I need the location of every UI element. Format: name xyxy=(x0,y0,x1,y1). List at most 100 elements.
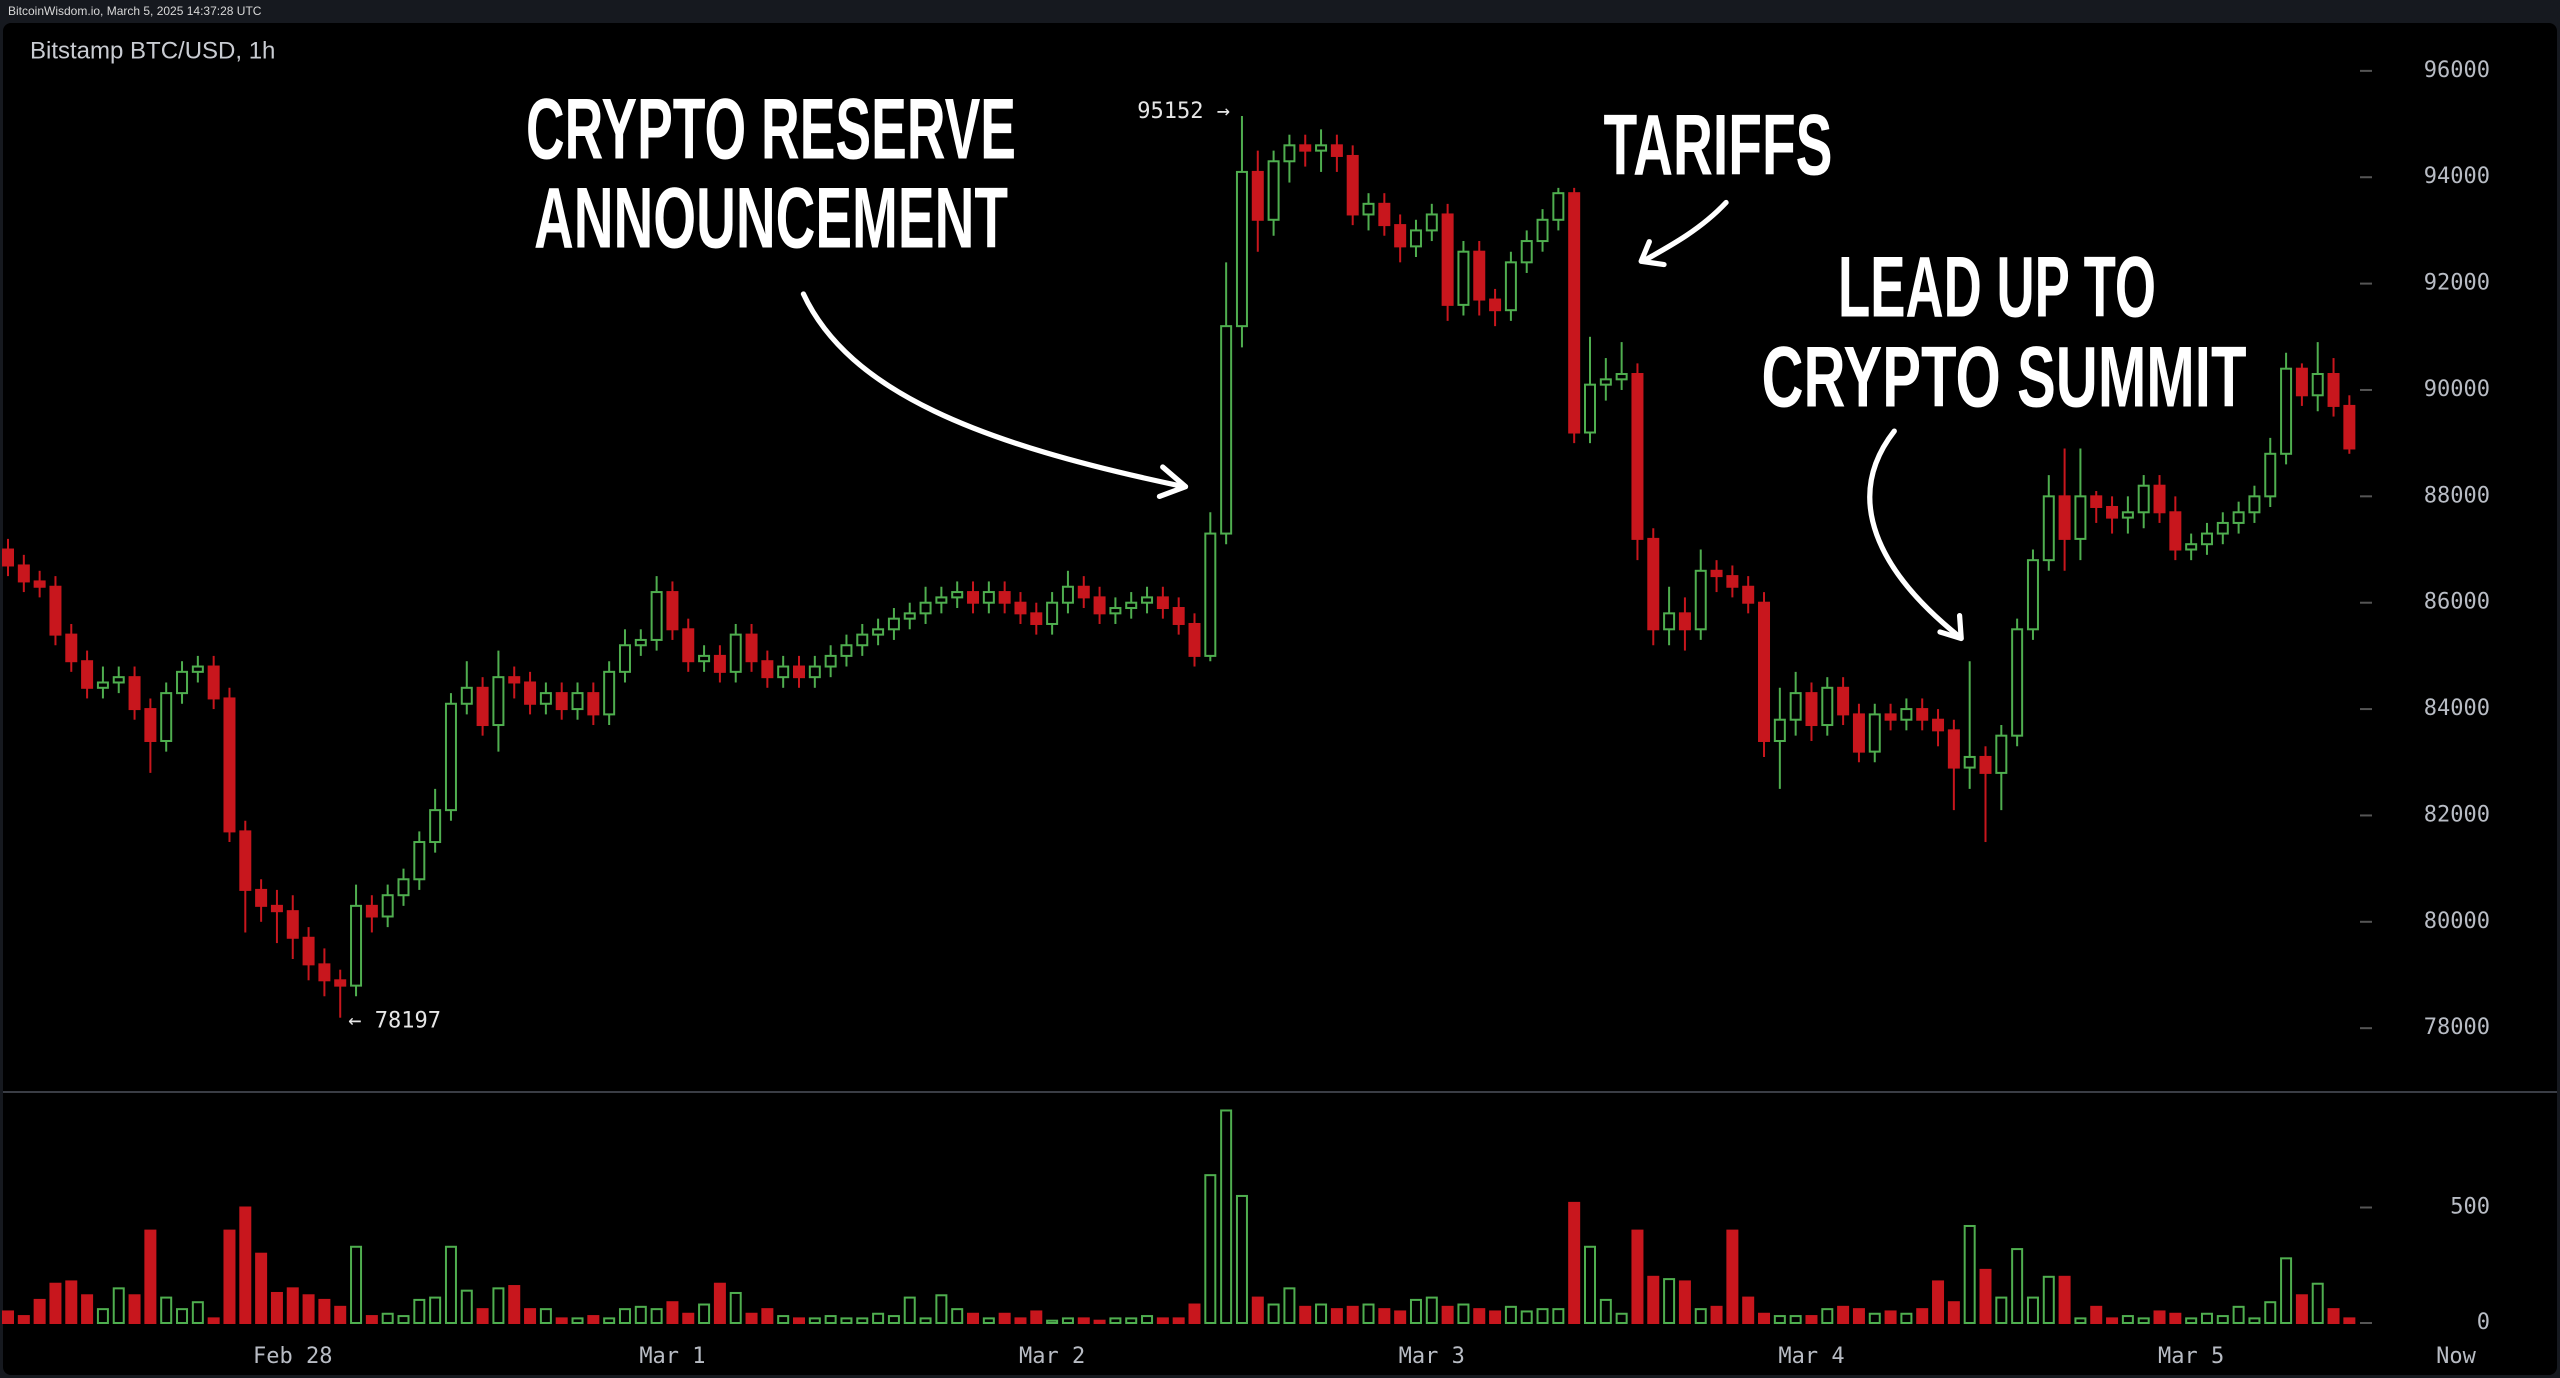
candle-body xyxy=(508,676,521,684)
candle-body xyxy=(255,888,268,907)
volume-bar xyxy=(650,1308,663,1325)
candle-body xyxy=(666,591,679,631)
candle-body xyxy=(1030,612,1043,625)
candle-body xyxy=(144,708,157,742)
volume-bar xyxy=(460,1289,473,1325)
volume-bar xyxy=(1409,1298,1422,1325)
candle-body xyxy=(1046,601,1059,625)
volume-bar xyxy=(2295,1294,2308,1325)
candle-body xyxy=(1457,250,1470,306)
arrow-head xyxy=(1638,239,1667,268)
candle-body xyxy=(2280,367,2293,455)
candle-body xyxy=(2295,367,2308,397)
y-tick-label: 80000 xyxy=(2424,909,2490,934)
volume-bar xyxy=(1837,1305,1850,1324)
volume-bar xyxy=(2264,1301,2277,1324)
candle-body xyxy=(1235,170,1248,328)
candle-body xyxy=(1204,532,1217,657)
volume-bar xyxy=(1663,1278,1676,1324)
volume-bar xyxy=(286,1287,299,1324)
volume-bar xyxy=(2137,1317,2150,1325)
volume-tick-label: 0 xyxy=(2477,1310,2490,1335)
candle-body xyxy=(1821,686,1834,727)
volume-bar xyxy=(745,1312,758,1325)
candle-body xyxy=(1077,585,1090,599)
candle-body xyxy=(1093,596,1106,615)
x-tick-label: Feb 28 xyxy=(253,1344,332,1369)
volume-bar xyxy=(1441,1305,1454,1324)
annotation: CRYPTO RESERVE xyxy=(526,82,1016,178)
candle-body xyxy=(1947,729,1960,769)
candle-body xyxy=(1283,144,1296,163)
candle-body xyxy=(713,654,726,673)
candle-body xyxy=(1773,718,1786,742)
candle-body xyxy=(2137,484,2150,514)
candle-body xyxy=(350,904,363,987)
volume-bar xyxy=(1330,1308,1343,1325)
volume-bar xyxy=(824,1315,837,1324)
candle-body xyxy=(761,660,774,679)
arrow xyxy=(1640,199,1729,264)
volume-bar xyxy=(1552,1308,1565,1325)
volume-bar xyxy=(365,1315,378,1324)
volume-bar xyxy=(840,1317,853,1325)
candle-body xyxy=(1852,713,1865,753)
candle-body xyxy=(2121,511,2134,519)
volume-bar xyxy=(2106,1317,2119,1325)
x-tick-label: Now xyxy=(2436,1344,2476,1369)
volume-bar xyxy=(429,1296,442,1324)
volume-bar xyxy=(255,1252,268,1324)
volume-bar xyxy=(1536,1308,1549,1325)
candle-body xyxy=(128,676,141,711)
candle-body xyxy=(1109,607,1122,615)
candle-body xyxy=(1758,601,1771,742)
candle-body xyxy=(2058,495,2071,540)
volume-bar xyxy=(1346,1305,1359,1324)
volume-bar xyxy=(2011,1248,2024,1324)
volume-bar xyxy=(571,1317,584,1325)
volume-bar xyxy=(1030,1310,1043,1324)
candle-body xyxy=(887,617,900,631)
volume-bar xyxy=(2058,1275,2071,1325)
volume-bar xyxy=(191,1301,204,1324)
volume-bar xyxy=(761,1308,774,1325)
candle-body xyxy=(492,676,505,727)
volume-bar xyxy=(1425,1296,1438,1324)
volume-bar xyxy=(1251,1296,1264,1324)
candle-body xyxy=(1251,170,1264,221)
candle-body xyxy=(1520,240,1533,264)
volume-bar xyxy=(777,1315,790,1324)
x-tick-label: Mar 5 xyxy=(2158,1344,2224,1369)
min-label: ← 78197 xyxy=(348,1009,441,1034)
candle-body xyxy=(1932,718,1945,732)
candle-body xyxy=(998,591,1011,604)
candle-body xyxy=(1868,713,1881,753)
volume-bar xyxy=(302,1294,315,1325)
candle-body xyxy=(444,702,457,812)
candle-body xyxy=(2106,505,2119,519)
candle-body xyxy=(81,660,94,689)
volume-bar xyxy=(444,1245,457,1325)
volume-bar xyxy=(967,1312,980,1325)
candle-body xyxy=(1188,622,1201,657)
candle-body xyxy=(1789,692,1802,721)
volume-bar xyxy=(1694,1308,1707,1325)
volume-bar xyxy=(1963,1224,1976,1324)
volume-bar xyxy=(887,1315,900,1324)
volume-bar xyxy=(1995,1296,2008,1324)
candle-body xyxy=(1425,213,1438,232)
candle-body xyxy=(1141,596,1154,604)
volume-bar xyxy=(2280,1257,2293,1324)
volume-bar xyxy=(2153,1310,2166,1324)
candle-body xyxy=(1315,144,1328,152)
volume-bar xyxy=(1805,1315,1818,1324)
volume-bar xyxy=(2343,1317,2356,1325)
chart-area xyxy=(3,23,2557,1375)
candle-body xyxy=(2200,532,2213,546)
candle-body xyxy=(951,591,964,599)
arrow-head xyxy=(1937,613,1964,642)
candle-body xyxy=(1172,607,1185,625)
volume-bar xyxy=(935,1294,948,1325)
y-tick-label: 86000 xyxy=(2424,590,2490,615)
volume-bar xyxy=(2311,1282,2324,1324)
